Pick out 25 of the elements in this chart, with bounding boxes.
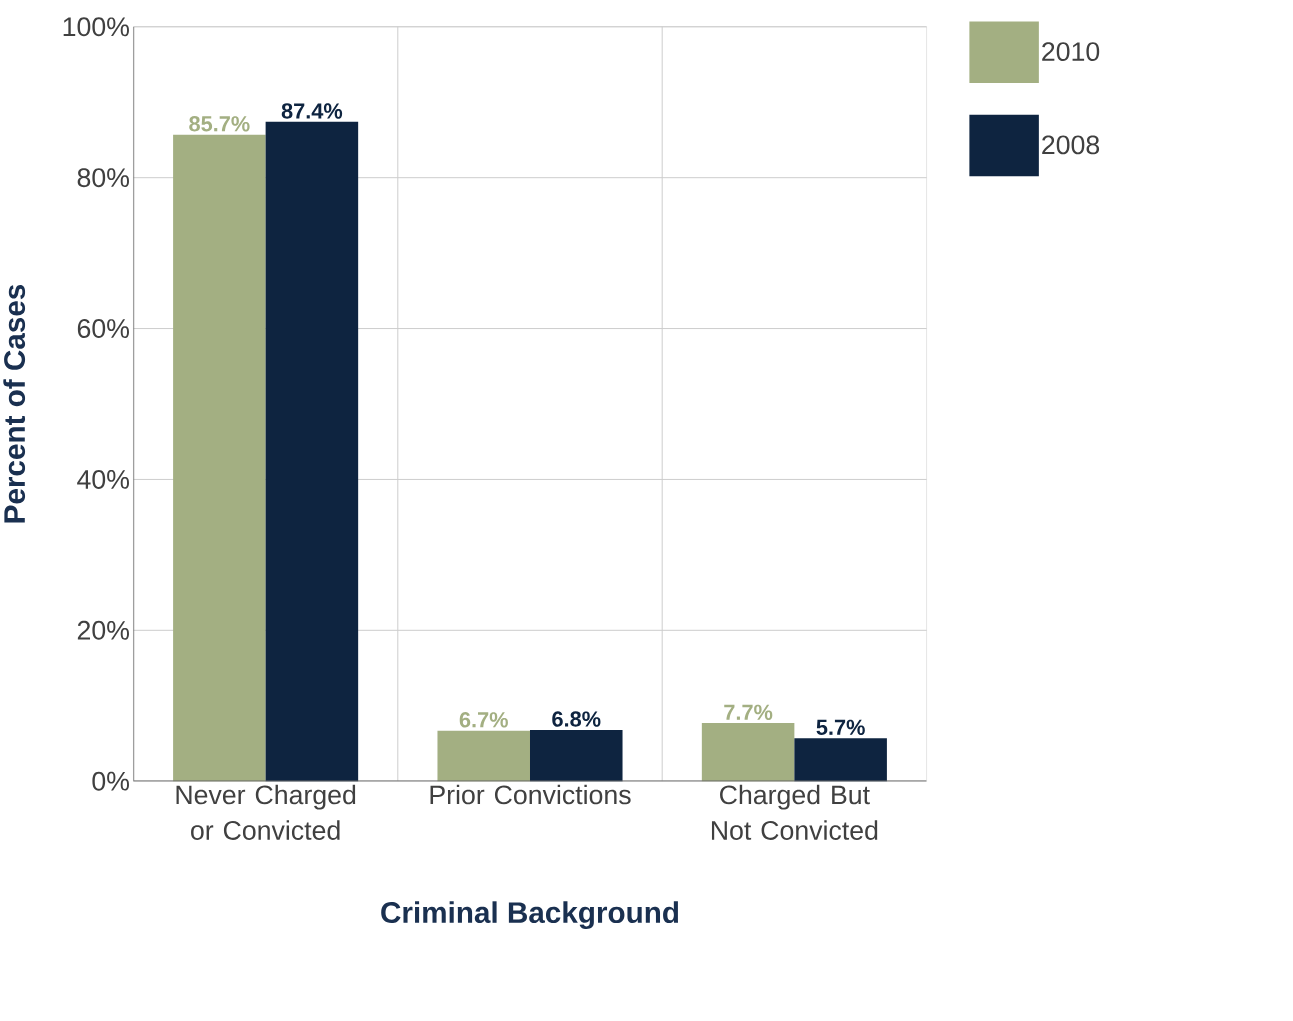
x-axis-title: Criminal Background	[381, 901, 679, 929]
legend-label: 2008	[1042, 135, 1100, 155]
legend-label: 2010	[1042, 41, 1100, 61]
x-tick-label: Never Charged or Convicted	[176, 784, 356, 840]
y-tick-label: 100%	[63, 17, 129, 37]
bar	[530, 729, 623, 781]
y-axis-title: Percent of Cases	[3, 284, 26, 523]
bar	[794, 738, 887, 781]
data-label: 6.8%	[552, 711, 601, 727]
data-label: 5.7%	[816, 719, 865, 735]
y-tick-label: 80%	[77, 168, 129, 187]
bar	[173, 134, 266, 781]
x-tick-label: Prior Convictions	[430, 784, 631, 805]
y-tick-label: 60%	[77, 318, 129, 338]
x-tick-label: Charged But Not Convicted	[711, 784, 878, 840]
y-tick-label: 0%	[92, 771, 129, 791]
y-tick-label: 40%	[77, 469, 129, 489]
data-label: 6.7%	[459, 711, 508, 728]
data-label: 85.7%	[189, 115, 250, 132]
data-label: 87.4%	[281, 103, 343, 119]
bar	[437, 730, 530, 781]
data-label: 7.7%	[724, 704, 773, 720]
y-tick-label: 20%	[77, 620, 129, 640]
bar	[701, 722, 795, 781]
bar	[265, 121, 359, 781]
